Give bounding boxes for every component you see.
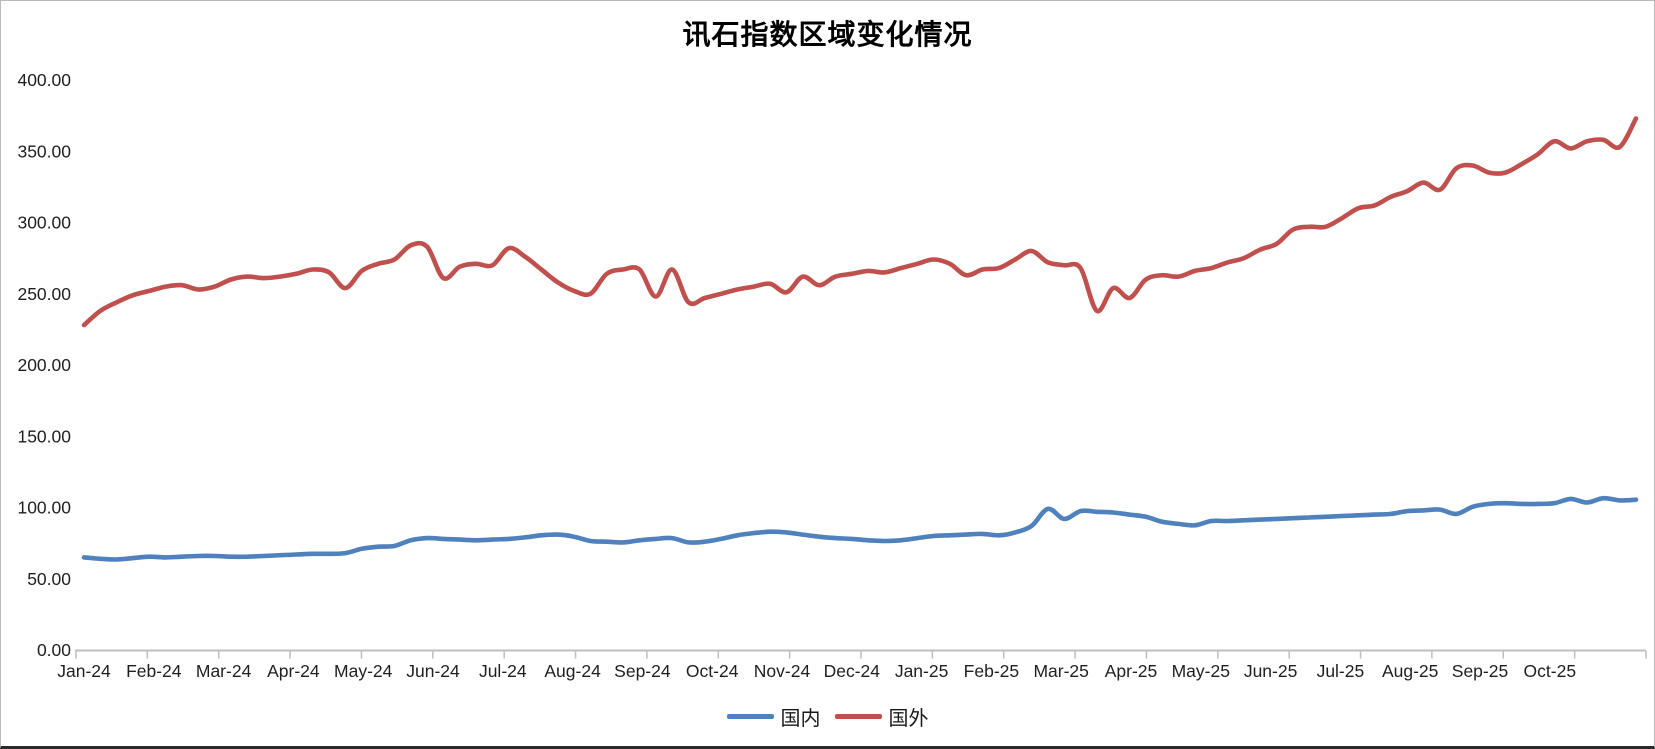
x-axis-tick-label: Aug-24 [544,661,601,681]
y-axis-tick-label: 200.00 [17,355,71,375]
x-axis-tick-label: Dec-24 [824,661,881,681]
x-axis-tick-label: May-24 [334,661,393,681]
x-axis-tick-label: Mar-24 [196,661,252,681]
x-axis-tick-label: Jan-25 [895,661,949,681]
y-axis-tick-label: 0.00 [37,640,71,660]
legend-item-foreign: 国外 [834,702,929,731]
legend-swatch-domestic [726,714,774,719]
x-axis-tick-label: Nov-24 [754,661,811,681]
x-axis-tick-label: Feb-25 [964,661,1019,681]
x-axis-tick-label: Sep-25 [1452,661,1508,681]
chart-title: 讯石指数区域变化情况 [682,20,973,51]
y-axis-tick-label: 250.00 [17,284,71,304]
y-axis-tick-label: 350.00 [17,141,71,161]
legend-item-domestic: 国内 [726,702,821,731]
x-axis-tick-label: May-25 [1172,661,1230,681]
y-axis-tick-label: 100.00 [17,498,71,518]
x-axis-tick-label: Apr-24 [267,661,320,681]
x-axis-tick-label: Jul-25 [1317,661,1365,681]
x-axis-tick-label: Jul-24 [479,661,527,681]
y-axis-tick-label: 50.00 [27,569,71,589]
x-axis-tick-label: Jan-24 [57,661,111,681]
x-axis-tick-label: Mar-25 [1033,661,1088,681]
y-axis-tick-label: 400.00 [17,70,71,90]
x-axis-tick-label: Jun-25 [1244,661,1298,681]
legend-swatch-foreign [834,714,882,719]
x-axis-tick-label: Oct-24 [686,661,739,681]
x-axis-tick-label: Aug-25 [1382,661,1438,681]
x-axis-tick-label: Feb-24 [126,661,182,681]
legend-label-domestic: 国内 [780,708,821,730]
x-axis-tick-label: Oct-25 [1524,661,1577,681]
series-line-foreign [81,116,1639,328]
series-line-domestic [81,495,1639,562]
x-axis-tick-label: Apr-25 [1105,661,1158,681]
y-axis-tick-label: 150.00 [17,426,71,446]
x-axis-tick-label: Sep-24 [614,661,671,681]
x-axis-tick-label: Jun-24 [406,661,460,681]
chart-legend: 国内 国外 [1,702,1654,731]
legend-label-foreign: 国外 [888,708,929,730]
y-axis-tick-label: 300.00 [17,213,71,233]
